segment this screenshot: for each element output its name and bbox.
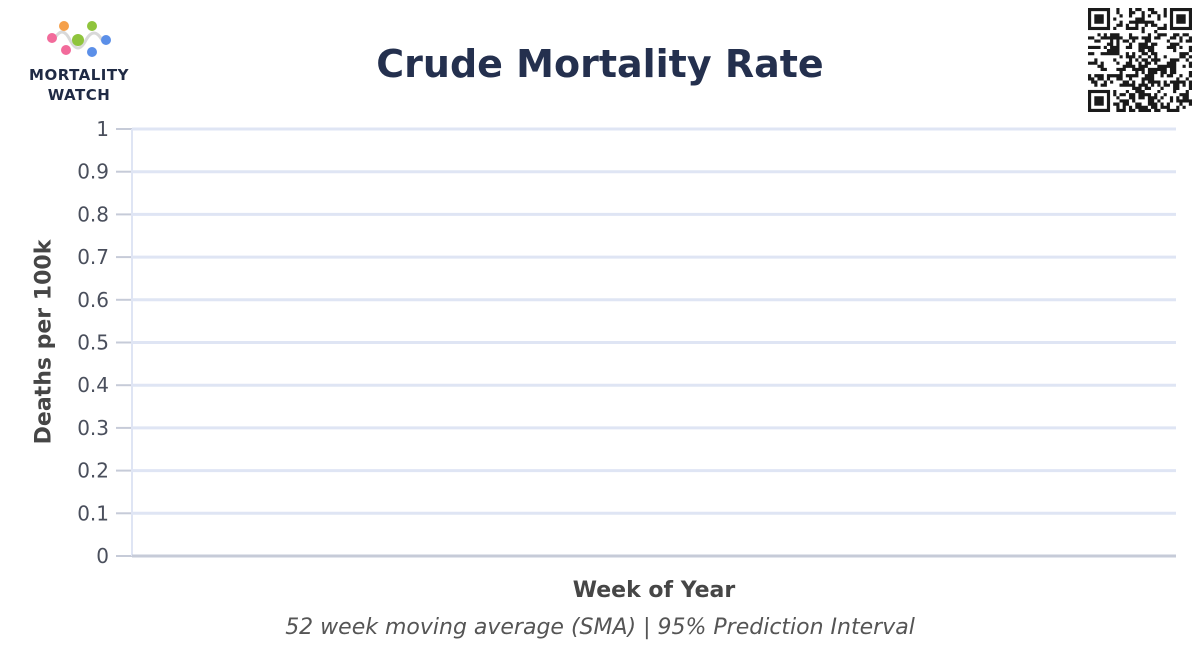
logo-icon bbox=[47, 21, 111, 57]
y-tick-label-7: 0.7 bbox=[77, 245, 109, 269]
y-tick-label-0: 0 bbox=[96, 544, 109, 568]
y-tick-label-10: 1 bbox=[96, 117, 109, 141]
logo-text-line2: WATCH bbox=[47, 86, 111, 104]
y-tick-label-6: 0.6 bbox=[77, 288, 109, 312]
mortality-watch-logo: MORTALITY WATCH bbox=[14, 18, 144, 108]
logo-text-line1: MORTALITY bbox=[29, 66, 129, 84]
x-axis-label: Week of Year bbox=[572, 578, 736, 603]
y-tick-label-3: 0.3 bbox=[77, 416, 109, 440]
chart-caption: 52 week moving average (SMA) | 95% Predi… bbox=[285, 615, 915, 640]
y-axis-label: Deaths per 100k bbox=[31, 239, 57, 445]
y-tick-label-5: 0.5 bbox=[77, 331, 109, 355]
qr-code-icon[interactable] bbox=[1088, 8, 1192, 112]
y-tick-label-4: 0.4 bbox=[77, 373, 109, 397]
y-tick-label-1: 0.1 bbox=[77, 501, 109, 525]
y-tick-label-2: 0.2 bbox=[77, 459, 109, 483]
y-tick-label-8: 0.8 bbox=[77, 202, 109, 226]
chart-title: Crude Mortality Rate bbox=[376, 42, 824, 86]
y-tick-label-9: 0.9 bbox=[77, 160, 109, 184]
